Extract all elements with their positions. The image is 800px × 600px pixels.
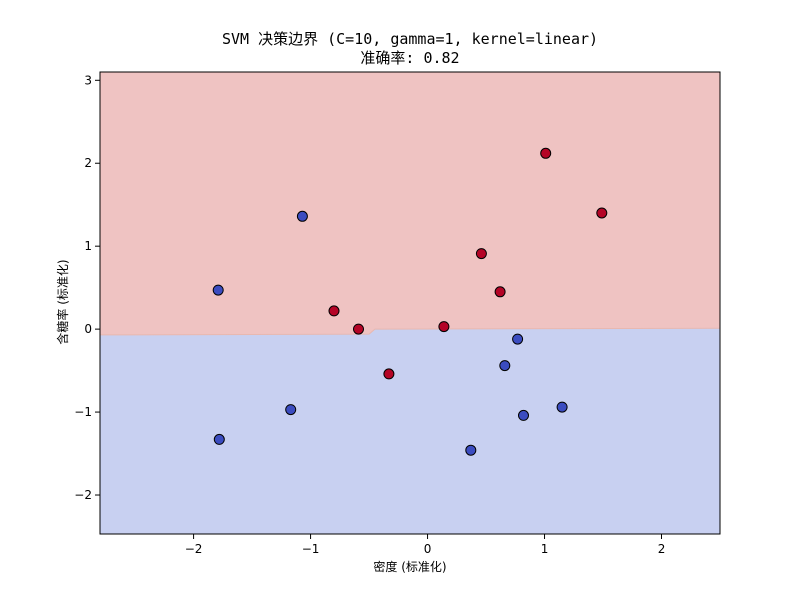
scatter-point-class-0 — [512, 333, 524, 345]
scatter-point-class-1 — [475, 248, 487, 260]
scatter-point-class-0 — [465, 444, 477, 456]
x-tick-label: 2 — [658, 542, 666, 556]
y-tick-label: 0 — [84, 322, 92, 336]
y-axis-label: 含糖率 (标准化) — [55, 259, 70, 344]
scatter-point-class-0 — [213, 433, 225, 445]
scatter-point-class-1 — [383, 368, 395, 380]
y-tick-label: 3 — [84, 73, 92, 87]
scatter-point-class-1 — [596, 207, 608, 219]
x-tick-label: 1 — [541, 542, 549, 556]
plot-area — [99, 71, 721, 535]
x-tick-label: 0 — [424, 542, 432, 556]
scatter-point-class-1 — [328, 305, 340, 317]
x-tick-label: −1 — [302, 542, 320, 556]
x-axis-ticks: −2 −1 0 1 2 — [185, 534, 666, 556]
y-tick-label: 1 — [84, 239, 92, 253]
y-tick-label: −1 — [74, 405, 92, 419]
y-axis-ticks: −2 −1 0 1 2 3 — [74, 73, 100, 502]
x-tick-label: −2 — [185, 542, 203, 556]
scatter-point-class-0 — [285, 404, 297, 416]
scatter-point-class-0 — [556, 401, 568, 413]
scatter-point-class-0 — [212, 284, 224, 296]
scatter-point-class-1 — [353, 323, 364, 335]
scatter-point-class-1 — [438, 321, 450, 333]
lower-class-region — [100, 328, 720, 534]
scatter-point-class-1 — [540, 147, 552, 159]
scatter-point-class-0 — [499, 360, 511, 372]
plot-frame — [99, 71, 721, 535]
chart-title: SVM 决策边界 (C=10, gamma=1, kernel=linear) — [222, 30, 598, 48]
y-tick-label: 2 — [84, 156, 92, 170]
x-axis-label: 密度 (标准化) — [373, 559, 446, 574]
scatter-point-class-0 — [518, 409, 529, 421]
upper-class-region — [100, 72, 720, 335]
y-tick-label: −2 — [74, 488, 92, 502]
chart-subtitle: 准确率: 0.82 — [360, 49, 459, 67]
scatter-point-class-1 — [494, 286, 506, 298]
scatter-point-class-0 — [296, 210, 308, 222]
decision-boundary-line — [99, 327, 721, 336]
